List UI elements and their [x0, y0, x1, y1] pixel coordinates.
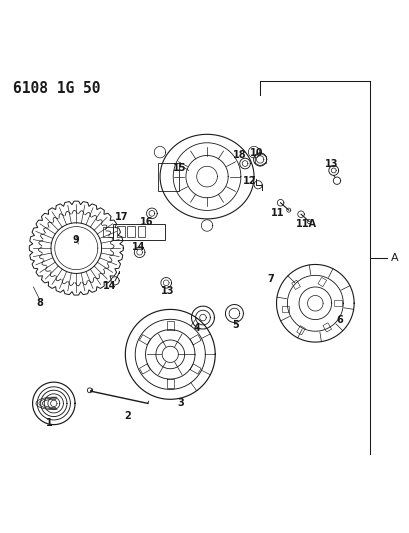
Text: 16: 16	[140, 216, 153, 227]
Text: 8: 8	[36, 298, 43, 308]
Bar	[103, 227, 113, 237]
Text: 4: 4	[193, 323, 200, 333]
Text: 11A: 11A	[295, 219, 316, 229]
Bar	[322, 323, 331, 332]
Text: 12: 12	[243, 176, 256, 185]
Text: 3: 3	[177, 398, 183, 408]
Bar	[113, 224, 165, 239]
Text: 14: 14	[131, 242, 145, 252]
Text: 2: 2	[124, 410, 130, 421]
Bar	[127, 226, 135, 238]
Text: 17: 17	[114, 213, 128, 222]
Bar	[317, 277, 326, 287]
Text: 18: 18	[232, 150, 246, 160]
Text: 6108 1G 50: 6108 1G 50	[13, 80, 100, 95]
Text: 13: 13	[324, 158, 337, 168]
Bar	[296, 326, 305, 335]
Bar	[333, 301, 341, 306]
Bar	[117, 226, 124, 238]
Text: 11: 11	[270, 207, 284, 217]
Text: 10: 10	[249, 148, 263, 158]
Text: 7: 7	[266, 274, 273, 284]
Bar	[281, 306, 288, 312]
Text: 9: 9	[73, 235, 79, 245]
Text: 6: 6	[336, 314, 342, 325]
Text: 1: 1	[45, 417, 52, 427]
Text: 14: 14	[103, 281, 116, 291]
Text: 5: 5	[232, 319, 238, 329]
Text: A: A	[390, 253, 398, 263]
Bar	[137, 226, 144, 238]
Text: 13: 13	[160, 286, 174, 296]
Bar	[291, 280, 300, 289]
Text: 15: 15	[173, 164, 186, 173]
